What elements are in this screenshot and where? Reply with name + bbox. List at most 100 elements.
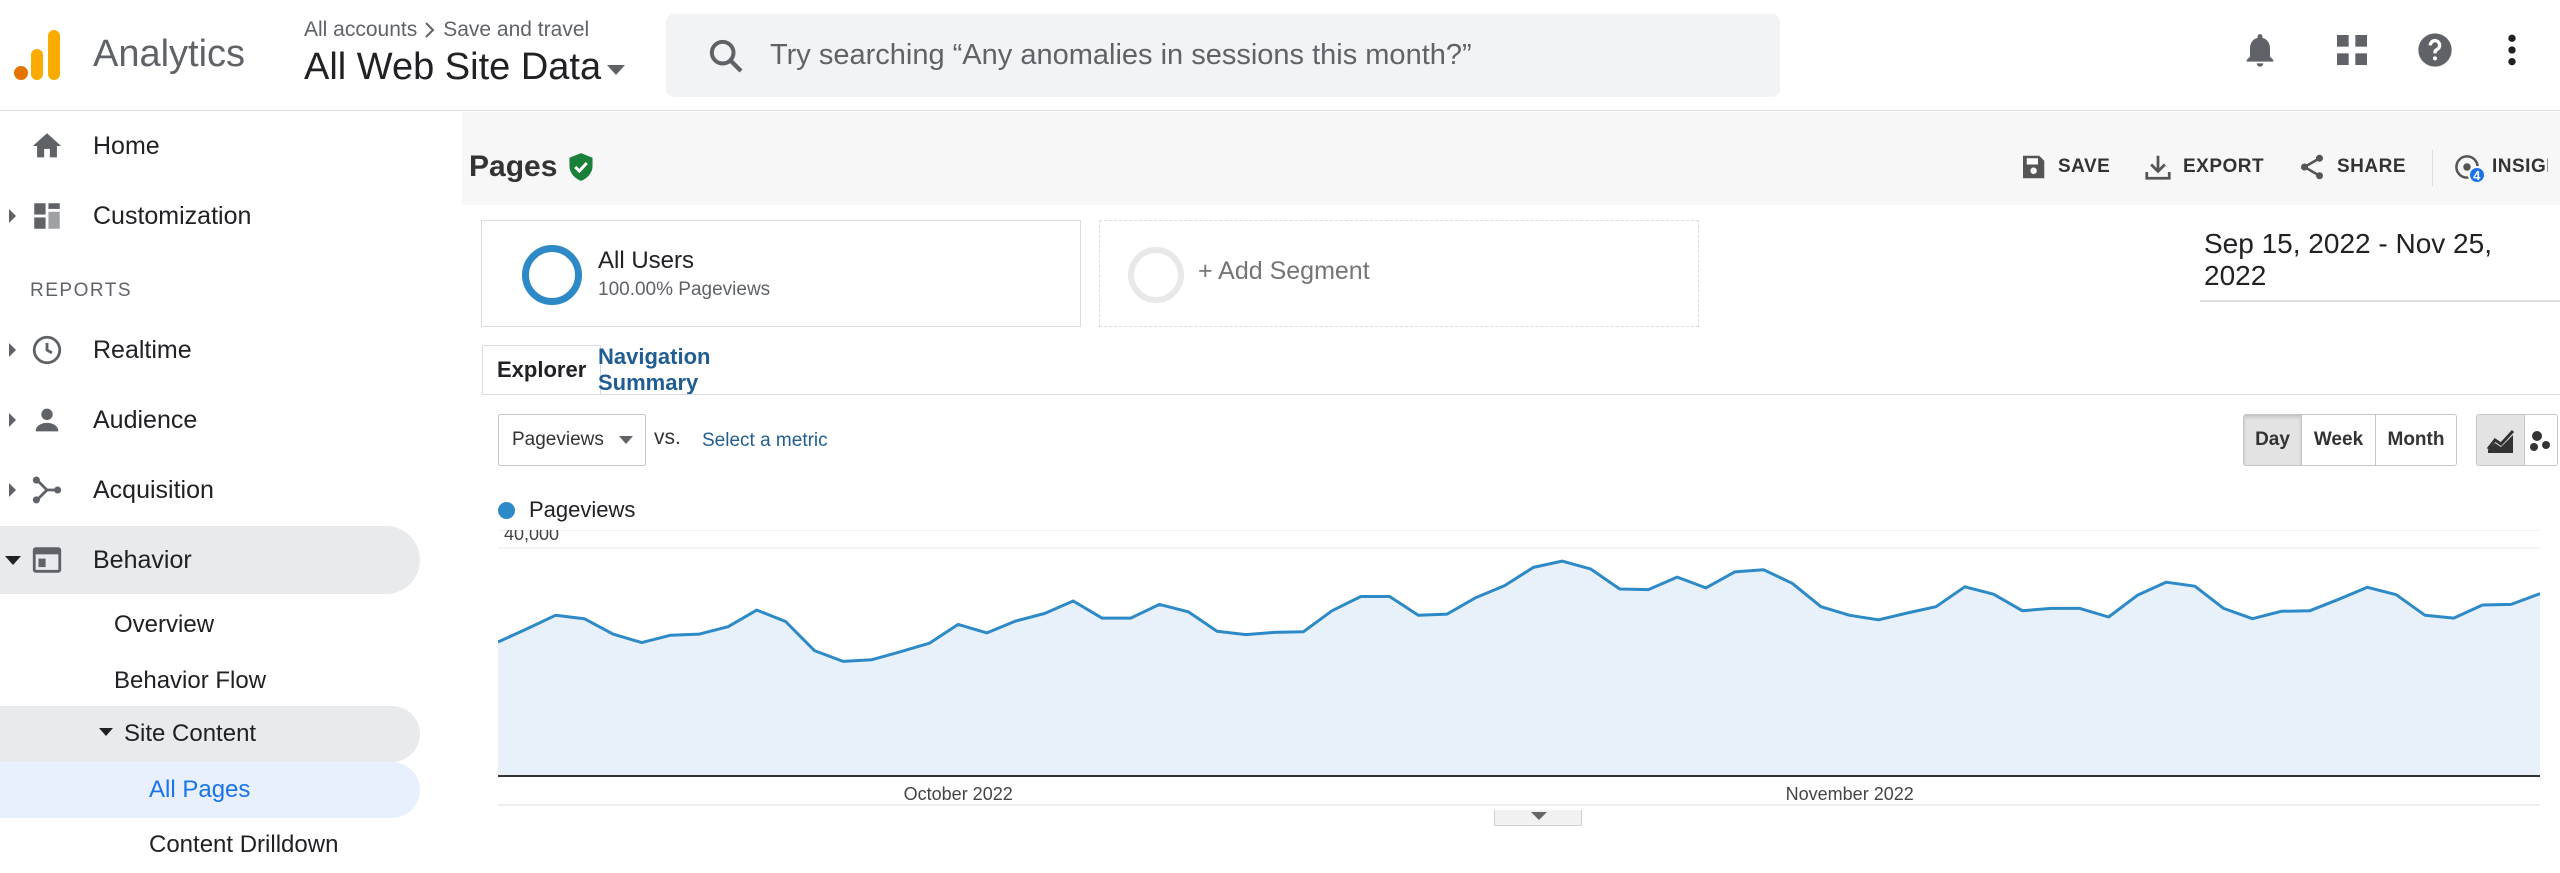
search-icon bbox=[709, 39, 743, 73]
apps-button[interactable] bbox=[2332, 30, 2372, 75]
home-icon bbox=[32, 133, 62, 158]
share-icon bbox=[2301, 154, 2323, 180]
search-input[interactable]: Try searching “Any anomalies in sessions… bbox=[770, 39, 1472, 71]
legend-series-label: Pageviews bbox=[529, 497, 636, 522]
tab-navigation-summary[interactable]: Navigation Summary bbox=[598, 344, 711, 395]
metric-select-value: Pageviews bbox=[512, 429, 604, 450]
breadcrumb-account[interactable]: All accounts bbox=[304, 18, 418, 41]
insights-label: INSIGHTS bbox=[2492, 156, 2548, 177]
help-button[interactable] bbox=[2415, 30, 2455, 75]
x-tick-label: October 2022 bbox=[904, 784, 1013, 804]
segment-color-ring-icon bbox=[522, 245, 582, 305]
actions-divider bbox=[2432, 150, 2433, 186]
sidebar-item-label: Site Content bbox=[124, 720, 257, 747]
tab-explorer[interactable]: Explorer bbox=[482, 345, 602, 395]
tabs-divider bbox=[482, 394, 2560, 395]
segment-title: All Users bbox=[598, 247, 695, 274]
caret-down-icon bbox=[1531, 812, 1547, 820]
sidebar-item-customization[interactable]: Customization bbox=[0, 182, 420, 250]
bubble-chart-icon bbox=[2530, 431, 2550, 451]
reports-section-header: REPORTS bbox=[30, 280, 133, 301]
period-week-button[interactable]: Week bbox=[2302, 415, 2376, 465]
sidebar-subitem-content-drilldown[interactable]: Content Drilldown bbox=[149, 831, 339, 858]
save-icon bbox=[2023, 155, 2045, 179]
bell-icon bbox=[2246, 34, 2274, 67]
app-name: Analytics bbox=[93, 33, 246, 75]
report-title: Pages bbox=[469, 150, 595, 184]
sidebar-item-label: Acquisition bbox=[93, 475, 214, 504]
motion-chart-button[interactable] bbox=[2525, 415, 2557, 465]
date-range-picker[interactable]: Sep 15, 2022 - Nov 25, 2022 bbox=[2200, 224, 2560, 302]
line-chart-button[interactable] bbox=[2477, 415, 2525, 465]
sidebar-subitem-behavior-flow[interactable]: Behavior Flow bbox=[114, 667, 267, 694]
expand-arrow-icon bbox=[9, 483, 16, 497]
sidebar-item-label: Behavior bbox=[93, 545, 192, 574]
chart-type-toggle bbox=[2476, 414, 2558, 466]
insights-button[interactable]: 4 INSIGHTS bbox=[2452, 152, 2548, 184]
notifications-button[interactable] bbox=[2240, 30, 2280, 75]
sidebar-item-label: Realtime bbox=[93, 335, 192, 364]
sidebar-item-home[interactable]: Home bbox=[0, 112, 420, 180]
search-bar[interactable]: Try searching “Any anomalies in sessions… bbox=[666, 14, 1780, 97]
save-button[interactable]: SAVE bbox=[2018, 152, 2110, 182]
download-icon bbox=[2145, 155, 2171, 180]
insights-icon: 4 bbox=[2452, 152, 2486, 184]
expand-arrow-icon bbox=[9, 413, 16, 427]
select-metric-link[interactable]: Select a metric bbox=[702, 430, 828, 451]
period-toggle: Day Week Month bbox=[2243, 414, 2457, 466]
metric-select[interactable]: Pageviews bbox=[498, 414, 646, 466]
sidebar-item-audience[interactable]: Audience bbox=[0, 386, 420, 454]
sidebar-item-acquisition[interactable]: Acquisition bbox=[0, 456, 420, 524]
x-tick-label: November 2022 bbox=[1786, 784, 1914, 804]
chevron-right-icon bbox=[425, 22, 435, 38]
top-bar: Analytics All accounts Save and travel A… bbox=[0, 0, 2560, 111]
add-segment-button[interactable]: + Add Segment bbox=[1099, 220, 1699, 327]
sidebar-item-label: Customization bbox=[93, 201, 252, 230]
pageviews-line bbox=[498, 559, 2540, 663]
view-name: All Web Site Data bbox=[304, 46, 602, 88]
share-button[interactable]: SHARE bbox=[2297, 152, 2406, 182]
export-button[interactable]: EXPORT bbox=[2143, 152, 2264, 182]
help-icon bbox=[2418, 33, 2452, 67]
apps-grid-icon bbox=[2337, 35, 2367, 65]
expand-arrow-icon bbox=[9, 343, 16, 357]
clock-icon bbox=[32, 335, 62, 365]
segment-subtitle: 100.00% Pageviews bbox=[598, 279, 771, 300]
acquisition-icon bbox=[32, 476, 62, 504]
save-label: SAVE bbox=[2058, 156, 2111, 177]
sidebar-subitem-overview[interactable]: Overview bbox=[114, 611, 215, 638]
verified-shield-icon bbox=[569, 153, 593, 181]
breadcrumb[interactable]: All accounts Save and travel bbox=[304, 18, 589, 42]
more-options-button[interactable] bbox=[2492, 30, 2532, 75]
collapse-arrow-icon bbox=[5, 555, 21, 565]
segment-all-users[interactable]: All Users 100.00% Pageviews bbox=[481, 220, 1081, 327]
analytics-logo-icon[interactable] bbox=[14, 30, 62, 80]
vs-label: vs. bbox=[654, 426, 681, 449]
sidebar-subitem-site-content[interactable]: Site Content bbox=[0, 706, 420, 762]
report-title-text: Pages bbox=[469, 150, 558, 183]
sidebar-subitem-all-pages[interactable]: All Pages bbox=[0, 762, 420, 818]
collapse-arrow-icon bbox=[99, 728, 113, 736]
pageviews-area bbox=[498, 561, 2540, 776]
dashboard-icon bbox=[34, 203, 60, 229]
breadcrumb-property[interactable]: Save and travel bbox=[443, 18, 590, 41]
person-icon bbox=[35, 408, 59, 432]
caret-down-icon bbox=[619, 436, 633, 444]
legend-series-dot bbox=[498, 501, 515, 519]
export-label: EXPORT bbox=[2183, 156, 2265, 177]
period-month-button[interactable]: Month bbox=[2376, 415, 2456, 465]
sidebar-item-label: Audience bbox=[93, 405, 198, 434]
behavior-icon bbox=[32, 547, 62, 573]
sidebar-item-label: Home bbox=[93, 131, 160, 160]
share-label: SHARE bbox=[2337, 156, 2407, 177]
chart-legend: Pageviews bbox=[498, 497, 635, 523]
empty-segment-ring-icon bbox=[1128, 247, 1184, 303]
sidebar-item-realtime[interactable]: Realtime bbox=[0, 316, 420, 384]
y-tick-label: 40,000 bbox=[504, 530, 559, 544]
sidebar-item-behavior[interactable]: Behavior bbox=[0, 526, 420, 594]
chart-collapse-handle[interactable] bbox=[1494, 810, 1582, 826]
add-segment-label: + Add Segment bbox=[1198, 257, 1370, 285]
view-selector[interactable]: All Web Site Data bbox=[304, 46, 626, 89]
period-day-button[interactable]: Day bbox=[2244, 415, 2302, 465]
